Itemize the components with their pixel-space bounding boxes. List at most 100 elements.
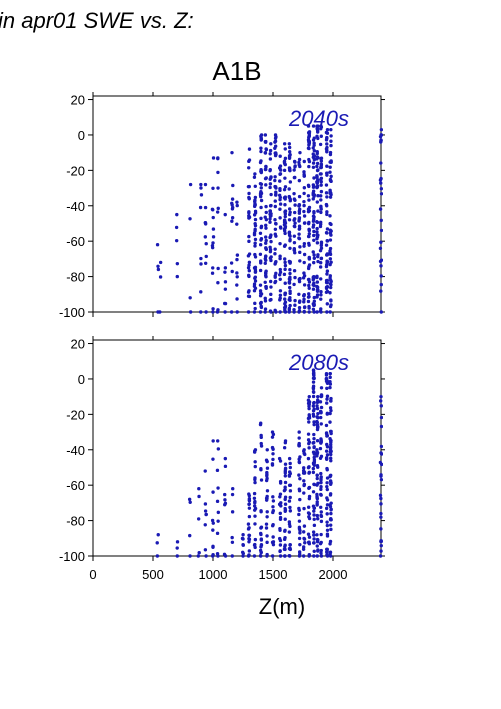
data-point: [268, 152, 272, 156]
data-point: [287, 194, 291, 199]
data-point: [253, 270, 258, 274]
data-point: [379, 415, 383, 420]
data-point: [252, 310, 257, 314]
data-point: [379, 477, 383, 482]
data-point: [273, 151, 278, 155]
data-point: [298, 552, 302, 556]
data-point: [315, 226, 319, 231]
data-point: [287, 547, 292, 551]
data-point: [247, 506, 252, 510]
data-point: [199, 193, 204, 197]
data-point: [269, 239, 273, 244]
data-point: [302, 300, 306, 304]
data-point: [258, 231, 263, 236]
data-point: [325, 386, 329, 391]
data-point: [319, 162, 324, 166]
data-point: [259, 525, 264, 529]
data-point: [235, 283, 239, 287]
data-point: [273, 153, 278, 158]
data-point: [319, 386, 324, 390]
data-point: [315, 537, 320, 542]
data-point: [315, 285, 320, 289]
data-point: [301, 554, 306, 558]
data-point: [315, 406, 320, 411]
data-point: [297, 308, 302, 313]
data-point: [203, 469, 207, 473]
data-point: [230, 150, 234, 155]
data-point: [259, 146, 263, 150]
data-point: [253, 241, 257, 245]
data-point: [188, 182, 193, 187]
data-point: [216, 186, 220, 190]
data-point: [328, 406, 333, 410]
data-point: [287, 483, 292, 488]
data-point: [328, 152, 333, 157]
x-tick-label: 0: [89, 567, 96, 582]
data-point: [379, 515, 383, 519]
data-point: [287, 499, 292, 503]
data-point: [319, 548, 323, 553]
data-point: [278, 166, 282, 170]
data-point: [258, 422, 263, 427]
data-point: [188, 533, 192, 538]
data-point: [253, 244, 257, 248]
data-point: [282, 187, 287, 192]
data-point: [203, 523, 207, 527]
data-point: [259, 444, 264, 448]
data-point: [216, 156, 220, 161]
data-point: [253, 217, 258, 222]
data-point: [230, 197, 235, 201]
data-point: [312, 422, 316, 427]
data-point: [319, 510, 323, 514]
data-point: [230, 535, 234, 540]
data-point: [252, 175, 257, 179]
y-tick-label: -100: [59, 305, 85, 320]
data-point: [283, 176, 287, 180]
data-point: [307, 470, 312, 475]
data-point: [298, 250, 302, 255]
data-point: [319, 514, 324, 519]
data-point: [211, 208, 215, 212]
data-point: [259, 149, 263, 154]
data-point: [325, 453, 330, 457]
data-point: [315, 180, 319, 184]
data-point: [302, 524, 307, 528]
data-point: [312, 274, 316, 279]
data-point: [258, 193, 263, 197]
y-tick-label: -60: [66, 478, 85, 493]
data-point: [325, 523, 330, 528]
data-point: [319, 210, 323, 215]
y-tick-label: 20: [71, 337, 85, 352]
data-point: [302, 274, 307, 278]
data-point: [311, 490, 316, 494]
data-point: [273, 175, 277, 179]
x-tick-label: 2000: [319, 567, 348, 582]
data-point: [315, 476, 319, 481]
data-point: [288, 234, 292, 238]
data-point: [325, 212, 329, 217]
data-point: [302, 241, 307, 246]
y-tick-label: -100: [59, 549, 85, 564]
data-point: [204, 241, 208, 246]
data-point: [259, 291, 263, 296]
data-point: [287, 259, 292, 264]
data-point: [325, 528, 330, 532]
data-point: [264, 226, 268, 230]
data-point: [283, 260, 287, 265]
data-point: [278, 289, 283, 293]
data-point: [263, 310, 267, 314]
data-point: [247, 493, 252, 498]
y-tick-label: -20: [66, 163, 85, 178]
data-point: [318, 142, 323, 147]
data-point: [318, 400, 323, 404]
data-point: [273, 308, 277, 313]
data-point: [315, 310, 319, 314]
data-point: [278, 528, 282, 532]
data-point: [311, 287, 316, 291]
data-point: [246, 273, 251, 278]
data-point: [287, 298, 291, 302]
data-point: [235, 297, 239, 301]
data-point: [271, 457, 275, 462]
data-point: [297, 460, 302, 465]
data-point: [319, 194, 323, 198]
